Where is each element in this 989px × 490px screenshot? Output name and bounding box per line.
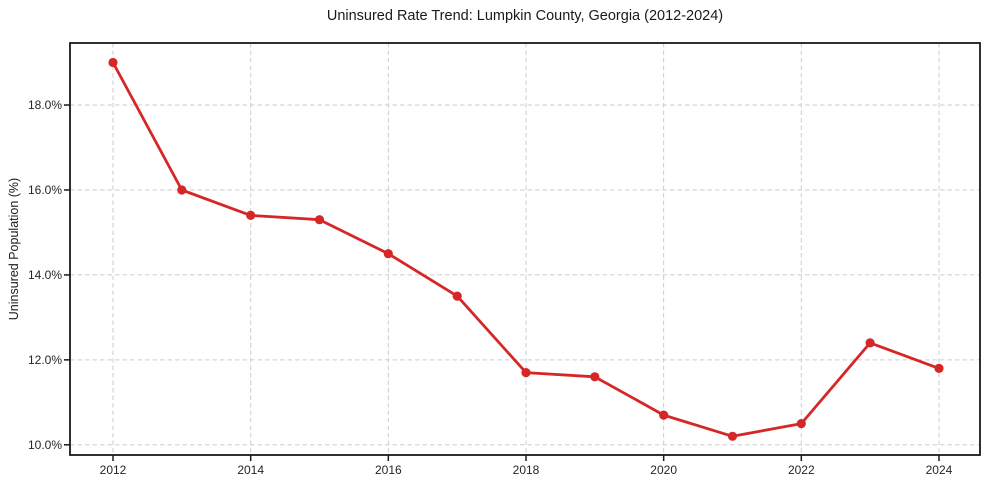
- x-tick-label: 2018: [513, 463, 540, 477]
- x-tick-label: 2016: [375, 463, 402, 477]
- data-point-marker: [452, 291, 462, 301]
- data-point-marker: [383, 249, 393, 259]
- data-point-marker: [865, 338, 875, 348]
- y-tick-label: 18.0%: [28, 98, 62, 112]
- data-point-marker: [177, 185, 187, 195]
- plot-border: [69, 42, 981, 456]
- data-point-marker: [108, 57, 118, 68]
- data-point-marker: [521, 368, 531, 378]
- y-tick-label: 10.0%: [28, 438, 62, 452]
- data-point-marker: [659, 410, 669, 420]
- data-point-marker: [796, 419, 806, 429]
- data-point-marker: [246, 210, 256, 220]
- x-tick-label: 2020: [650, 463, 677, 477]
- data-point-marker: [590, 372, 600, 382]
- x-tick-label: 2014: [237, 463, 264, 477]
- chart-title: Uninsured Rate Trend: Lumpkin County, Ge…: [326, 8, 724, 24]
- x-tick-label: 2024: [926, 463, 953, 477]
- y-tick-label: 12.0%: [28, 353, 62, 367]
- x-tick-label: 2022: [788, 463, 815, 477]
- y-tick-label: 14.0%: [28, 268, 62, 282]
- data-point-marker: [727, 431, 738, 441]
- data-point-marker: [934, 363, 944, 373]
- x-tick-label: 2012: [100, 463, 127, 477]
- y-tick-label: 16.0%: [28, 183, 62, 197]
- data-point-marker: [314, 215, 325, 225]
